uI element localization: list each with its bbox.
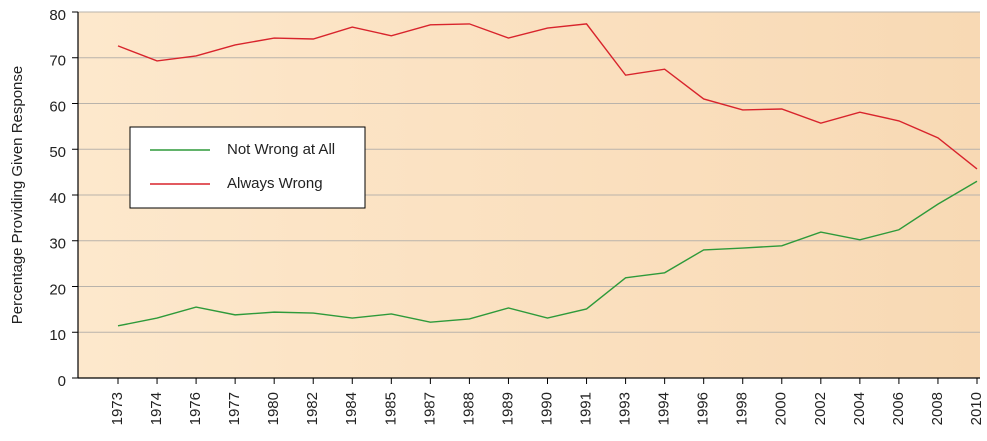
y-tick-label: 40 [49,190,66,207]
y-tick-label: 0 [58,373,66,390]
x-tick-label: 1996 [695,392,712,425]
x-tick-label: 1991 [578,392,595,425]
y-tick-label: 10 [49,327,66,344]
x-tick-label: 1976 [187,392,204,425]
x-tick-label: 1977 [226,392,243,425]
x-tick-label: 2002 [812,392,829,425]
x-tick-label: 1994 [656,392,673,425]
x-tick-label: 1998 [734,392,751,425]
y-axis-label: Percentage Providing Given Response [9,66,26,325]
y-tick-label: 20 [49,281,66,298]
line-series [117,180,978,327]
line-series [117,23,978,170]
x-tick-label: 1973 [109,392,126,425]
x-tick-label: 1982 [304,392,321,425]
x-tick-label: 2010 [968,392,985,425]
x-tick-label: 1990 [538,392,555,425]
x-tick-label: 2004 [851,392,868,425]
x-tick-label: 2008 [929,392,946,425]
x-tick-label: 1989 [499,392,516,425]
y-tick-label: 50 [49,144,66,161]
x-tick-label: 1987 [421,392,438,425]
y-tick-label: 60 [49,98,66,115]
legend-box [129,126,366,209]
x-tick-label: 1993 [617,392,634,425]
x-tick-label: 1980 [265,392,282,425]
x-tick-label: 1974 [148,392,165,425]
legend-label: Not Wrong at All [227,141,335,158]
x-tick-label: 2006 [890,392,907,425]
x-tick-label: 1984 [343,392,360,425]
x-tick-label: 2000 [773,392,790,425]
x-tick-label: 1988 [460,392,477,425]
x-tick-label: 1985 [382,392,399,425]
legend-label: Always Wrong [227,175,323,192]
y-tick-label: 30 [49,236,66,253]
y-tick-label: 80 [49,7,66,24]
y-tick-label: 70 [49,53,66,70]
